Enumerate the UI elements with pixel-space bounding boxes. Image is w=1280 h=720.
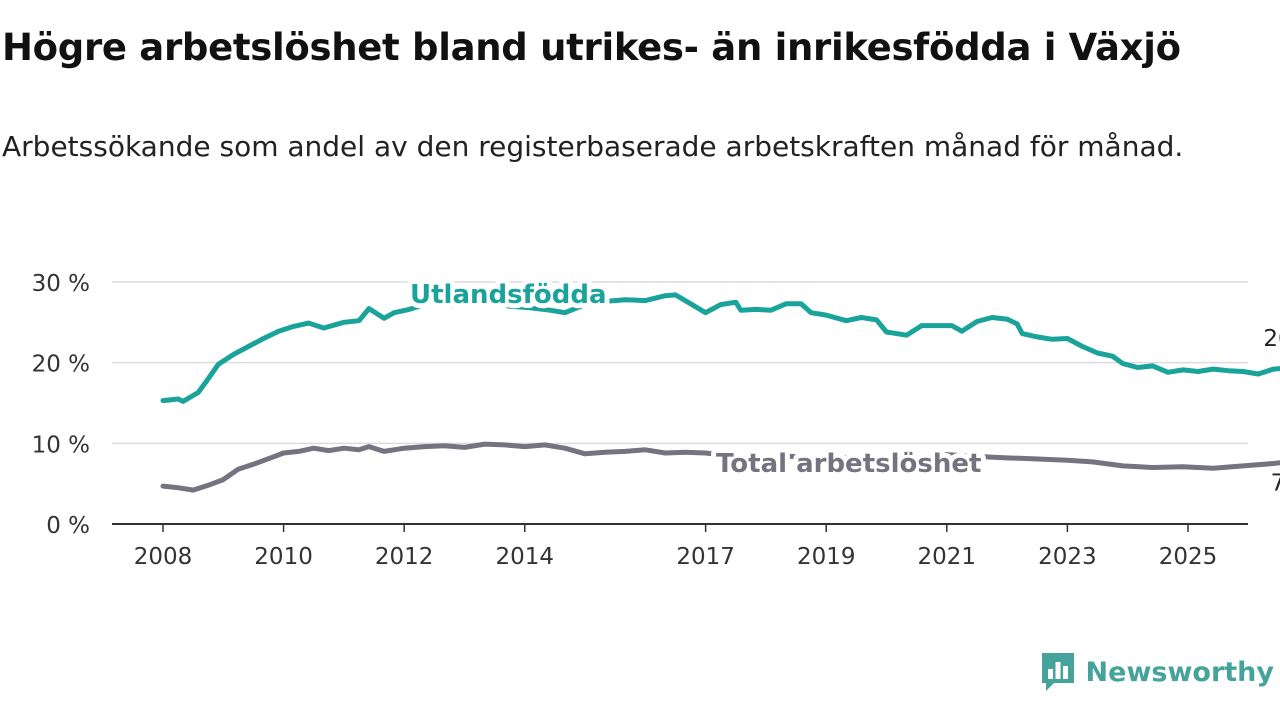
series-label-utlandsfodda: Utlandsfödda xyxy=(410,280,607,310)
x-tick-label: 2021 xyxy=(918,544,977,570)
x-tick-label: 2025 xyxy=(1159,544,1218,570)
chart-title: Högre arbetslöshet bland utrikes- än inr… xyxy=(2,26,1181,69)
series-line-total xyxy=(160,441,1280,493)
x-tick-label: 2008 xyxy=(134,544,193,570)
end-value-label: 20,1 % xyxy=(1263,326,1280,352)
bar-chart-badge-icon xyxy=(1041,653,1074,691)
end-value-label: 7,9 % xyxy=(1271,470,1280,496)
x-tick-label: 2014 xyxy=(495,544,554,570)
chart-subtitle: Arbetssökande som andel av den registerb… xyxy=(2,130,1184,163)
series-label-total: Total arbetslöshet xyxy=(716,449,981,479)
x-tick-label: 2012 xyxy=(375,544,434,570)
x-tick-label: 2017 xyxy=(676,544,735,570)
y-tick-label: 10 % xyxy=(32,432,90,458)
x-tick-label: 2023 xyxy=(1038,544,1097,570)
y-tick-label: 30 % xyxy=(32,271,90,297)
newsworthy-brand: Newsworthy xyxy=(1040,650,1274,694)
line-chart: 0 % 10 % 20 % 30 % 2008 2010 2012 2014 2017 2019 2… xyxy=(32,271,1280,570)
series-line-utlandsfodda xyxy=(160,292,1280,404)
y-tick-label: 20 % xyxy=(32,352,90,378)
x-tick-label: 2019 xyxy=(797,544,856,570)
y-tick-label: 0 % xyxy=(46,513,90,539)
x-tick-label: 2010 xyxy=(254,544,313,570)
brand-name: Newsworthy xyxy=(1085,656,1274,688)
